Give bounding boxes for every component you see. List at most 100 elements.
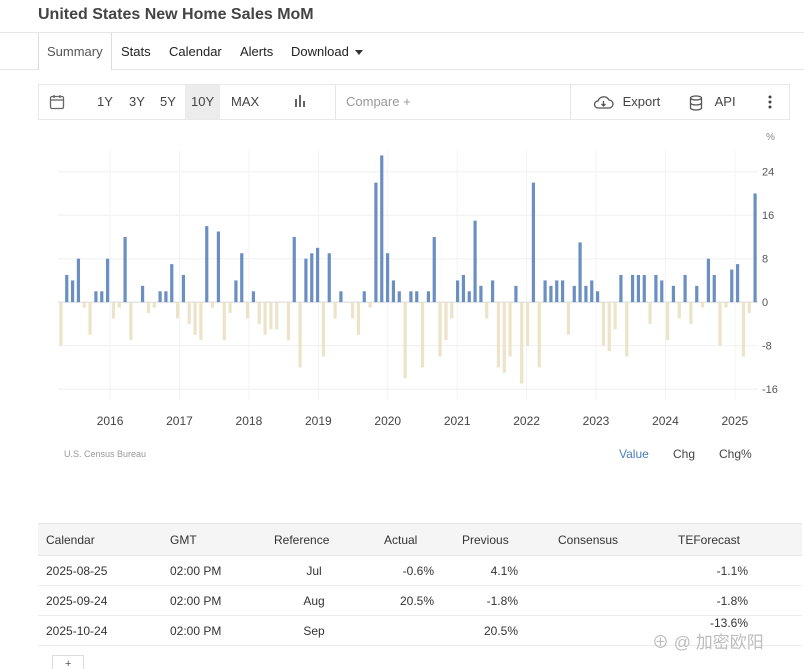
chart-bar[interactable] <box>310 253 314 303</box>
chart-bar[interactable] <box>619 275 623 303</box>
chart-bar[interactable] <box>409 291 413 303</box>
chart-bar[interactable] <box>65 275 69 303</box>
chart-bar[interactable] <box>642 275 646 303</box>
chart-bar[interactable] <box>105 258 110 303</box>
chart-bar[interactable] <box>321 302 326 357</box>
chart-bar[interactable] <box>76 258 81 303</box>
chart-bar[interactable] <box>403 302 407 379</box>
chart-bar[interactable] <box>327 253 331 303</box>
chart-bar[interactable] <box>415 291 419 303</box>
chart-bar[interactable] <box>654 275 658 303</box>
chart-bar[interactable] <box>170 264 174 303</box>
chart-bar[interactable] <box>420 302 425 368</box>
chart-bar[interactable] <box>660 280 664 303</box>
chart-bar[interactable] <box>240 253 244 303</box>
chart-bar[interactable] <box>117 302 121 308</box>
chart-bar[interactable] <box>485 302 489 319</box>
calendar-icon[interactable] <box>49 94 65 110</box>
chart-bar[interactable] <box>129 302 133 341</box>
chart-bar[interactable] <box>677 302 681 319</box>
range-3y[interactable]: 3Y <box>129 94 145 109</box>
chart-bar[interactable] <box>333 302 337 319</box>
chart-bar[interactable] <box>432 236 436 303</box>
chart-bar[interactable] <box>683 275 687 303</box>
chart-bar[interactable] <box>525 302 530 346</box>
chart-bar[interactable] <box>339 291 343 303</box>
chart-bar[interactable] <box>88 302 92 335</box>
chart-bar[interactable] <box>70 280 75 303</box>
chart-bar[interactable] <box>747 302 751 314</box>
chart-bar[interactable] <box>234 280 238 303</box>
chart-bar[interactable] <box>140 285 145 303</box>
tab-stats[interactable]: Stats <box>121 44 151 59</box>
chart-bar[interactable] <box>426 291 431 303</box>
chart-bar[interactable] <box>228 302 232 314</box>
chart-bar[interactable] <box>601 302 606 346</box>
range-max[interactable]: MAX <box>231 94 260 109</box>
chart-bar[interactable] <box>665 302 670 341</box>
chart-bar[interactable] <box>671 285 676 303</box>
chart-bar[interactable] <box>584 285 588 303</box>
chart-bar[interactable] <box>59 302 63 346</box>
chart-bar[interactable] <box>222 302 226 341</box>
range-1y[interactable]: 1Y <box>97 94 113 109</box>
mode-chg[interactable]: Chg <box>673 447 696 461</box>
chart-bar[interactable] <box>502 302 506 373</box>
chart-bar[interactable] <box>123 236 127 303</box>
chart-bar[interactable] <box>356 302 361 335</box>
chart-bar[interactable] <box>245 302 250 319</box>
chart-bar[interactable] <box>269 302 273 330</box>
compare-input[interactable]: Compare + <box>335 85 571 119</box>
chart-bar[interactable] <box>566 302 571 335</box>
chart-bar[interactable] <box>543 280 547 303</box>
chart-bar[interactable] <box>315 247 320 303</box>
chart-bar[interactable] <box>700 302 705 308</box>
range-10y[interactable]: 10Y <box>185 85 221 119</box>
chart-bar[interactable] <box>730 269 734 303</box>
chart-bar[interactable] <box>537 302 541 368</box>
chart-bar[interactable] <box>385 253 390 303</box>
chart-bar[interactable] <box>380 155 384 303</box>
chart-bar[interactable] <box>473 220 477 303</box>
chart-bar[interactable] <box>298 302 302 368</box>
chart-bar[interactable] <box>164 291 168 303</box>
chart-bar[interactable] <box>275 302 279 330</box>
chart-bar[interactable] <box>712 275 716 303</box>
chart-bar[interactable] <box>368 302 372 308</box>
chart-bar[interactable] <box>695 285 699 303</box>
chart-bar[interactable] <box>216 231 221 303</box>
chart-bar[interactable] <box>549 285 553 303</box>
chart-bar[interactable] <box>741 302 746 357</box>
chart-bar[interactable] <box>350 302 355 319</box>
chart-bar[interactable] <box>391 280 396 303</box>
chart-bar[interactable] <box>625 302 629 357</box>
chart-bar[interactable] <box>152 302 156 308</box>
chart-bar[interactable] <box>210 302 215 308</box>
chart-bar[interactable] <box>251 291 256 303</box>
chart-bar[interactable] <box>304 258 308 303</box>
tab-summary[interactable]: Summary <box>38 33 112 70</box>
chart-bar[interactable] <box>438 302 442 357</box>
chart-bar[interactable] <box>175 302 180 319</box>
chart-bar[interactable] <box>496 302 501 368</box>
chart-bar[interactable] <box>508 302 512 357</box>
chart-bar[interactable] <box>590 280 594 303</box>
chart-bar[interactable] <box>490 280 495 303</box>
chart-bar[interactable] <box>724 302 728 308</box>
api-button[interactable]: API <box>689 85 736 119</box>
chart-bar[interactable] <box>94 291 98 303</box>
chart-bar[interactable] <box>374 182 378 303</box>
export-button[interactable]: Export <box>593 85 660 119</box>
chart-bar[interactable] <box>82 302 86 308</box>
chart-bar[interactable] <box>146 302 151 314</box>
chart-bar[interactable] <box>706 258 711 303</box>
chart-bar[interactable] <box>257 302 261 324</box>
chart-bar[interactable] <box>111 302 116 319</box>
chart-bar[interactable] <box>560 280 565 303</box>
mode-value[interactable]: Value <box>619 447 649 461</box>
chart-bar[interactable] <box>531 182 536 303</box>
chart-bar[interactable] <box>193 302 197 335</box>
chart-bar[interactable] <box>630 275 635 303</box>
chart-bar[interactable] <box>187 302 191 324</box>
tab-alerts[interactable]: Alerts <box>240 44 274 59</box>
